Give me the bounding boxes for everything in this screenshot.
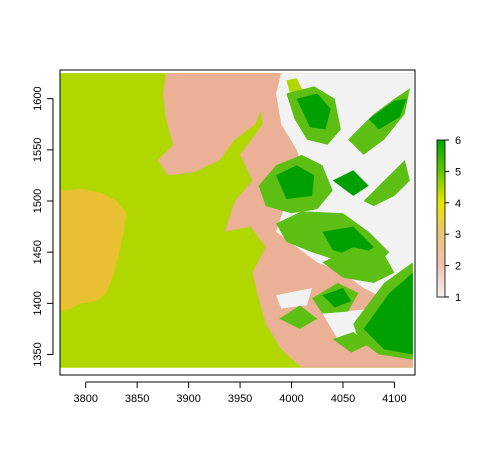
legend-tick-label: 3 [455,229,461,241]
y-tick-label: 1350 [32,342,44,366]
y-axis: 1350 1400 1450 1500 1550 1600 [32,86,54,367]
raster-region-class-6 [332,170,369,196]
plot-frame [59,69,416,376]
raster-region-class-5 [322,247,395,283]
x-tick-label: 3800 [73,393,97,405]
raster-region-class-6 [322,288,352,308]
x-tick-label: 3950 [228,393,252,405]
y-tick-label: 1450 [32,240,44,264]
x-axis: 3800 3850 3900 3950 4000 4050 4100 [73,381,407,405]
x-tick-label: 4100 [382,393,406,405]
raster-region-class-5 [332,332,369,353]
raster-region-class-6 [296,93,331,130]
x-tick-label: 4000 [279,393,303,405]
raster-region-class-6 [363,272,413,355]
raster-layer [60,73,413,368]
y-tick-label: 1400 [32,291,44,315]
x-tick-label: 3900 [176,393,200,405]
legend-tick-label: 5 [455,166,461,178]
legend-tick-label: 1 [455,292,461,304]
legend-tick-label: 4 [455,198,461,210]
x-tick-label: 3850 [125,393,149,405]
x-tick-label: 4050 [331,393,355,405]
legend-tick-label: 2 [455,261,461,273]
y-tick-label: 1600 [32,86,44,110]
color-legend: 1 2 3 4 5 6 [436,135,461,304]
raster-region-class-2 [157,73,266,176]
raster-region-class-5 [363,160,410,207]
legend-tick-label: 6 [455,135,461,147]
raster-region-class-1 [276,288,313,309]
raster-region-class-6 [276,165,315,199]
y-tick-label: 1550 [32,138,44,162]
raster-region-class-5 [279,305,318,329]
raster-region-class-6 [368,98,407,130]
raster-region-class-3 [60,188,127,312]
y-tick-label: 1500 [32,189,44,213]
legend-color-bar [436,139,446,298]
